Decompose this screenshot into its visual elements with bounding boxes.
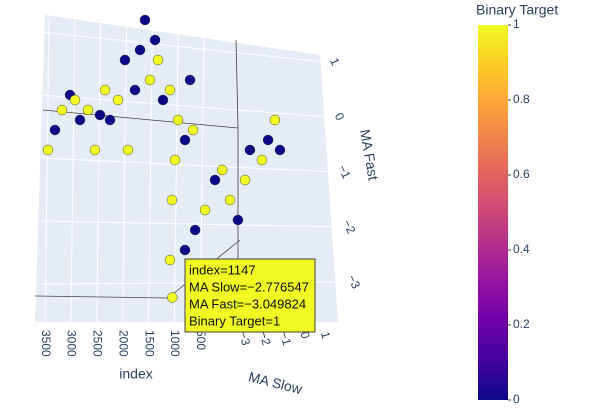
- x-tick-label: 2000: [116, 330, 130, 357]
- hover-text: MA Slow=−2.776547: [189, 279, 309, 294]
- point: [94, 109, 106, 121]
- point: [187, 124, 199, 136]
- y-tick-label: −1: [277, 330, 294, 347]
- x-tick-label: 3000: [65, 330, 79, 357]
- colorbar-tick-label: 0.4: [513, 242, 530, 256]
- y-tick-label: −2: [257, 330, 274, 347]
- point: [157, 94, 169, 106]
- x-tick-label: 1500: [142, 330, 156, 357]
- colorbar-title: Binary Target: [476, 2, 558, 18]
- point: [232, 214, 244, 226]
- point: [179, 134, 191, 146]
- point: [184, 74, 196, 86]
- x-tick-label: 1000: [168, 330, 182, 357]
- colorbar-tick-label: 1: [513, 17, 520, 31]
- point: [169, 154, 181, 166]
- z-grid-line: [41, 94, 329, 118]
- point: [49, 124, 61, 136]
- point: [224, 194, 236, 206]
- point: [199, 204, 211, 216]
- point: [189, 224, 201, 236]
- z-tick-label: 1: [327, 56, 343, 68]
- y-tick-label: −3: [236, 330, 253, 347]
- y-tick-mark: [323, 321, 326, 327]
- hover-box: index=1147 MA Slow=−2.776547 MA Fast=−3.…: [184, 258, 316, 333]
- colorbar-tick-label: 0.6: [513, 167, 530, 181]
- hover-text: Binary Target=1: [189, 313, 280, 328]
- colorbar: [478, 25, 508, 400]
- point: [179, 244, 191, 256]
- points: [42, 14, 286, 303]
- x-axis-title: index: [119, 366, 152, 382]
- z-axis-title: MA Fast: [357, 128, 382, 181]
- x-grid-line: [122, 20, 128, 323]
- x-grid-line: [44, 19, 50, 323]
- z-tick-label: −2: [340, 217, 359, 236]
- point: [256, 154, 268, 166]
- point: [216, 164, 228, 176]
- point: [69, 94, 81, 106]
- x-tick-label: 2500: [91, 330, 105, 357]
- point: [269, 114, 281, 126]
- y-axis-title: MA Slow: [247, 368, 305, 397]
- point: [129, 84, 141, 96]
- point: [166, 194, 178, 206]
- z-tick-label: −1: [335, 162, 354, 181]
- point: [82, 104, 94, 116]
- point: [112, 94, 124, 106]
- point: [164, 254, 176, 266]
- y-tick-label: 0: [298, 330, 313, 340]
- hover-background: [184, 258, 316, 333]
- point: [167, 292, 178, 303]
- scene-background: [35, 15, 338, 322]
- x-grid-line: [70, 20, 76, 323]
- point: [152, 54, 164, 66]
- point: [149, 34, 161, 46]
- hover-text: MA Fast=−3.049824: [189, 296, 306, 311]
- hover-text: index=1147: [189, 262, 256, 277]
- z-grid-line: [41, 220, 339, 228]
- point: [119, 54, 131, 66]
- x-grid-line: [147, 20, 153, 323]
- point: [99, 84, 111, 96]
- colorbar-tick-label: 0.8: [513, 92, 530, 106]
- point: [89, 144, 101, 156]
- x-tick-label: 3500: [39, 330, 53, 357]
- point: [74, 114, 86, 126]
- z-tick-label: 0: [332, 111, 348, 123]
- point: [144, 74, 156, 86]
- colorbar-tick-label: 0.2: [513, 317, 530, 331]
- point: [274, 144, 286, 156]
- point: [244, 144, 256, 156]
- colorbar-tick-label: 0: [513, 392, 520, 406]
- point: [209, 174, 221, 186]
- x-grid-line: [96, 20, 102, 323]
- point: [172, 114, 184, 126]
- point: [42, 144, 54, 156]
- point: [239, 174, 251, 186]
- z-grid-line: [41, 157, 334, 173]
- x-grid-line: [173, 20, 179, 323]
- point: [262, 134, 274, 146]
- spike-line: [34, 295, 169, 299]
- point: [139, 14, 151, 26]
- y-tick-label: 1: [318, 330, 333, 340]
- point: [56, 104, 68, 116]
- axis-box-line: [235, 39, 239, 129]
- point: [164, 84, 176, 96]
- z-tick-label: −3: [345, 272, 364, 291]
- point: [104, 114, 116, 126]
- x-tick-label: 500: [194, 330, 208, 350]
- z-grid-line: [41, 31, 325, 63]
- point: [122, 144, 134, 156]
- point: [134, 44, 146, 56]
- axis-box-line: [42, 109, 239, 129]
